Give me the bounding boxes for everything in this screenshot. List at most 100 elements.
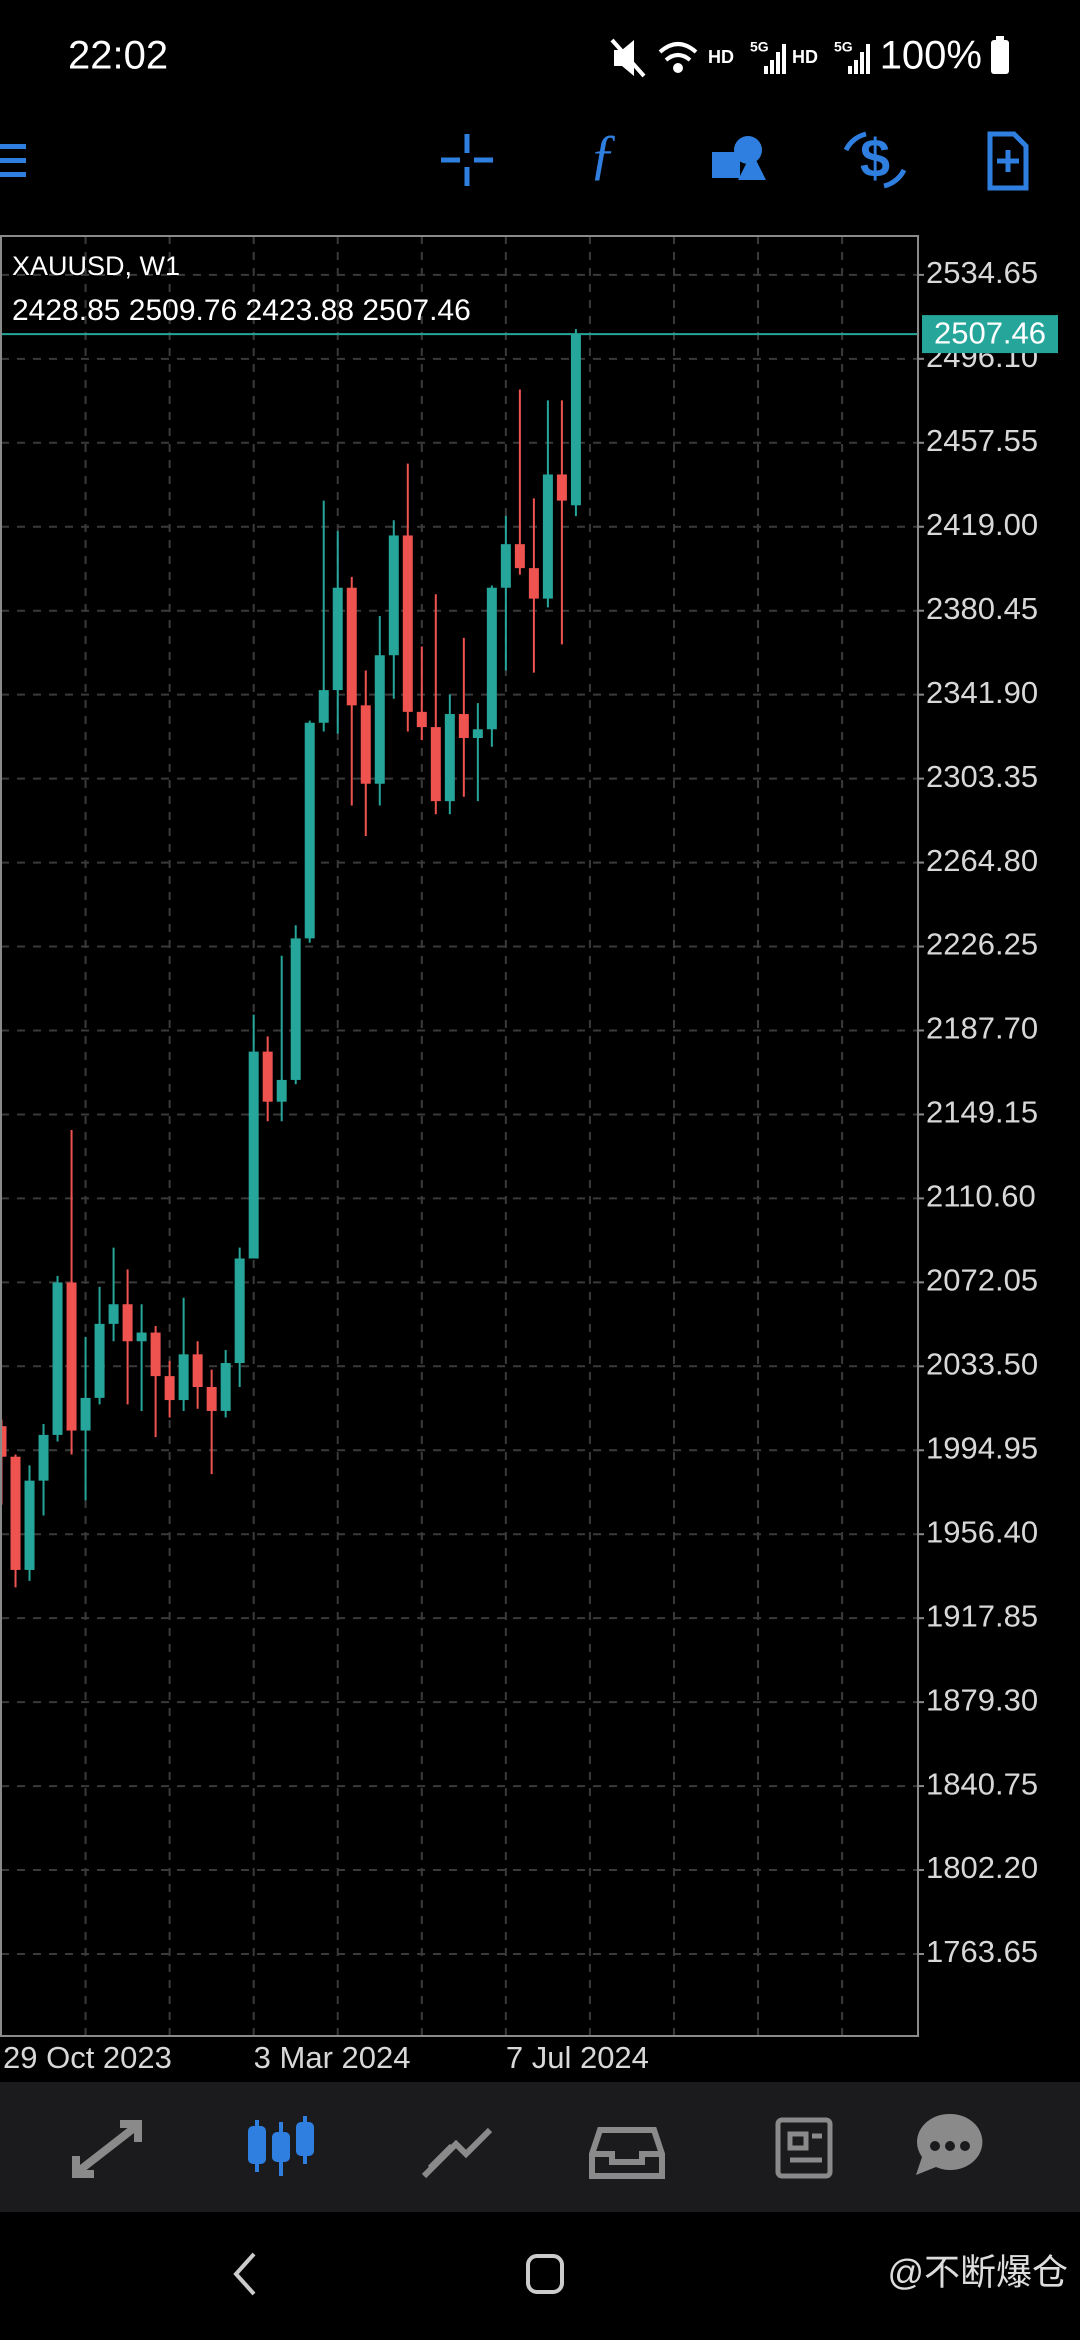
trade-tab[interactable]	[421, 2127, 493, 2179]
home-button[interactable]	[526, 2254, 564, 2294]
candle-body	[122, 1304, 133, 1342]
y-tick-label: 2110.60	[926, 1179, 1036, 1214]
candle-body	[430, 727, 441, 802]
menu-button[interactable]	[0, 144, 26, 177]
candle-body	[528, 568, 539, 599]
candle-body	[500, 544, 511, 588]
y-tick-label: 2226.25	[926, 927, 1038, 962]
candle-body	[108, 1304, 119, 1324]
candle-body	[24, 1480, 35, 1570]
y-tick-label: 2341.90	[926, 675, 1038, 710]
clock: 22:02	[68, 34, 168, 78]
wifi-icon	[658, 42, 698, 73]
trade-button[interactable]: $	[843, 128, 907, 189]
current-price-tag	[922, 315, 1058, 354]
candle-body	[276, 1079, 287, 1102]
y-tick-label: 1994.95	[926, 1430, 1038, 1465]
signal-icon	[764, 44, 870, 74]
mute-icon	[610, 38, 646, 78]
candle-body	[346, 587, 357, 706]
x-tick-label: 3 Mar 2024	[254, 2040, 411, 2075]
y-tick-label: 2457.55	[926, 423, 1038, 458]
candle-body	[262, 1051, 273, 1102]
y-tick-label: 2033.50	[926, 1346, 1038, 1381]
candle-body	[318, 690, 329, 723]
indicators-button[interactable]: ƒ	[589, 124, 617, 186]
x-tick-label: 29 Oct 2023	[3, 2040, 172, 2075]
crosshair-button[interactable]	[441, 134, 493, 186]
candle-body	[150, 1332, 161, 1377]
candle-body	[388, 535, 399, 656]
candle-body	[164, 1376, 175, 1401]
y-tick-label: 2072.05	[926, 1263, 1038, 1298]
candle-body	[10, 1456, 21, 1570]
candle-body	[570, 334, 581, 506]
candle-body	[290, 938, 301, 1080]
y-tick-label: 1840.75	[926, 1766, 1038, 1801]
back-button[interactable]	[233, 2252, 256, 2296]
chart-tab[interactable]	[248, 2116, 314, 2176]
candle-body	[0, 1426, 7, 1457]
news-tab[interactable]	[775, 2117, 833, 2179]
ohlc-label: 2428.85 2509.76 2423.88 2507.46	[12, 294, 471, 327]
y-tick-label: 2149.15	[926, 1095, 1038, 1130]
candle-body	[66, 1282, 77, 1431]
watermark: @不断爆仓	[887, 2252, 1068, 2293]
candle-body	[416, 711, 427, 728]
svg-text:$: $	[860, 128, 890, 188]
chart: 2534.652496.102457.552419.002380.452341.…	[0, 236, 1058, 2075]
network-label: HD	[708, 47, 734, 67]
symbol-label: XAUUSD, W1	[12, 251, 180, 281]
y-tick-label: 1879.30	[926, 1682, 1038, 1717]
candle-body	[220, 1363, 231, 1411]
y-tick-label: 1802.20	[926, 1850, 1038, 1885]
candle-body	[374, 655, 385, 784]
x-tick-label: 7 Jul 2024	[506, 2040, 649, 2075]
y-tick-label: 2380.45	[926, 591, 1038, 626]
objects-button[interactable]	[712, 136, 766, 180]
candle-body	[234, 1258, 245, 1364]
y-tick-label: 1956.40	[926, 1514, 1038, 1549]
quotes-tab[interactable]	[72, 2120, 142, 2178]
candle-body	[458, 714, 469, 738]
candle-body	[136, 1332, 147, 1342]
history-tab[interactable]	[589, 2127, 665, 2179]
candle-body	[444, 714, 455, 802]
network-label: 5G	[834, 39, 853, 55]
chart-frame	[0, 235, 919, 2037]
battery-label: 100%	[880, 34, 982, 78]
chat-tab[interactable]	[916, 2113, 983, 2175]
y-tick-label: 2187.70	[926, 1011, 1038, 1046]
y-tick-label: 2534.65	[926, 255, 1038, 290]
candle-body	[178, 1354, 189, 1401]
y-tick-label: 1917.85	[926, 1598, 1038, 1633]
battery-icon	[991, 36, 1009, 74]
candle-body	[472, 729, 483, 738]
candle-body	[206, 1386, 217, 1411]
candle-body	[402, 535, 413, 712]
y-tick-label: 2303.35	[926, 759, 1038, 794]
candle-body	[52, 1282, 63, 1435]
candle-body	[304, 722, 315, 939]
candle-body	[514, 544, 525, 569]
new-order-button[interactable]	[987, 131, 1029, 191]
candle-body	[486, 587, 497, 730]
y-tick-label: 1763.65	[926, 1934, 1038, 1969]
network-label: HD	[792, 47, 818, 67]
candle-body	[248, 1051, 259, 1259]
candle-body	[94, 1323, 105, 1398]
y-tick-label: 2264.80	[926, 843, 1038, 878]
candle-body	[38, 1434, 49, 1481]
candle-body	[332, 587, 343, 691]
current-price-label: 2507.46	[934, 315, 1046, 350]
candle-body	[556, 474, 567, 501]
candle-body	[542, 474, 553, 599]
y-tick-label: 2419.00	[926, 507, 1038, 542]
candle-body	[192, 1354, 203, 1387]
tab-bar	[0, 2082, 1080, 2212]
network-label: 5G	[750, 39, 769, 55]
candle-body	[360, 705, 371, 784]
candle-body	[80, 1397, 91, 1431]
